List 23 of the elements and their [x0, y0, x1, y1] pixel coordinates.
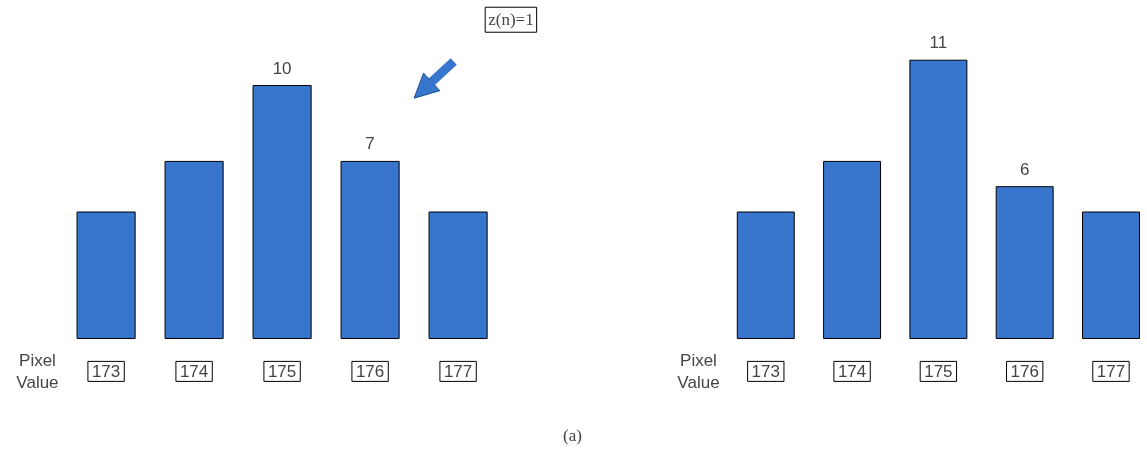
bar: [1082, 211, 1140, 339]
x-tick-label: 174: [179, 362, 209, 382]
x-tick-label: 176: [355, 362, 385, 382]
bar: [736, 211, 795, 339]
x-tick-label: 174: [837, 362, 867, 382]
text: z(n)=1: [488, 10, 534, 30]
x-axis-title: Pixel Value: [16, 350, 59, 392]
x-tick-label: 173: [751, 362, 780, 382]
x-tick-label: 176: [1010, 362, 1039, 382]
bar: [995, 186, 1054, 339]
x-axis-title: Pixel Value: [677, 350, 720, 392]
bar: [909, 59, 968, 339]
x-tick-label: 175: [924, 362, 953, 382]
data-label: 7: [365, 134, 375, 154]
x-tick-label: 175: [267, 362, 297, 382]
text: (a): [563, 426, 582, 446]
x-tick-label: 177: [443, 362, 473, 382]
data-label: 11: [929, 33, 948, 53]
data-label: 6: [1019, 159, 1030, 179]
x-tick-label: 173: [91, 362, 121, 382]
bar: [823, 160, 882, 339]
x-tick-label: 177: [1096, 362, 1126, 382]
data-label: 10: [272, 58, 292, 78]
